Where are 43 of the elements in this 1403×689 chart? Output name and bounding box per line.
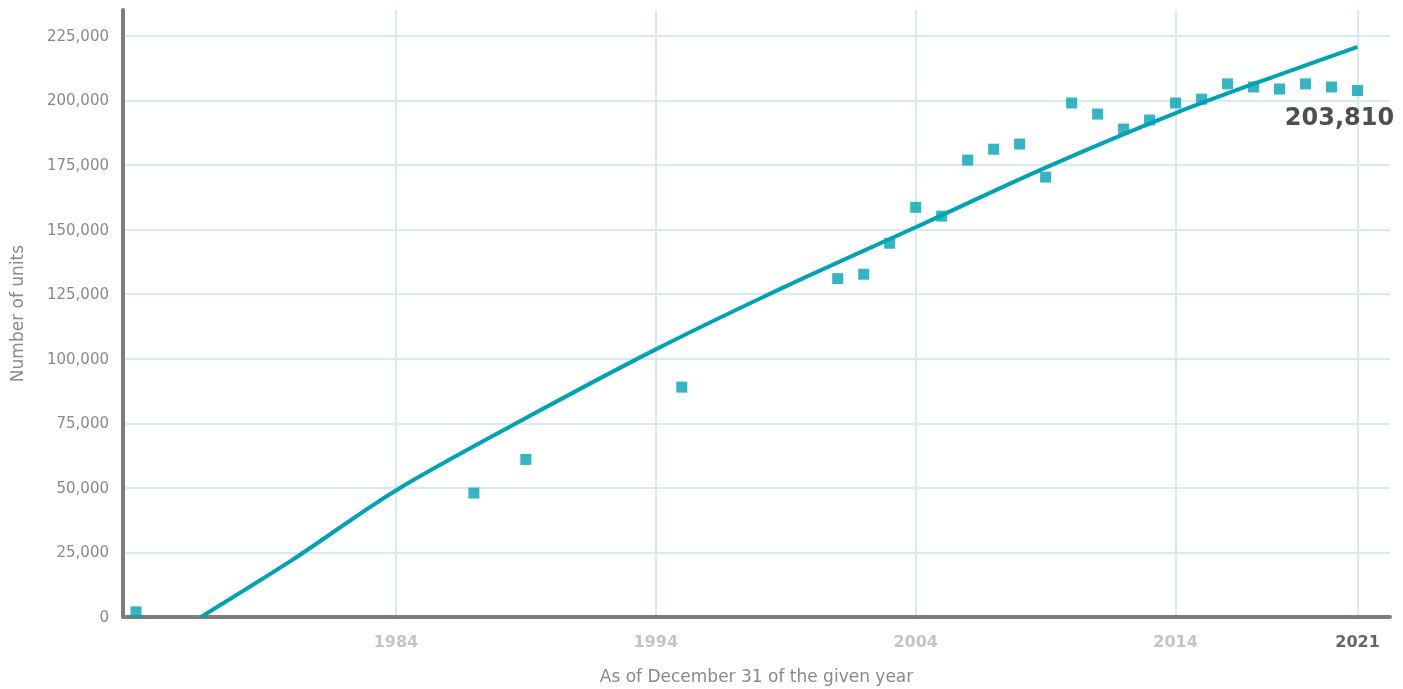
point (130, 606, 142, 618)
point (832, 273, 844, 285)
point (1040, 171, 1052, 183)
y-tick-label: 100,000 (46, 349, 109, 368)
y-tick-label: 200,000 (46, 91, 109, 110)
point (520, 453, 532, 465)
y-tick-label: 225,000 (46, 26, 109, 45)
y-tick-label: 75,000 (56, 414, 109, 433)
y-tick-label: 125,000 (46, 285, 109, 304)
point (858, 268, 870, 280)
y-tick-label: 0 (99, 608, 109, 626)
x-tick-label: 2014 (1153, 631, 1198, 651)
y-tick-label: 25,000 (56, 543, 109, 562)
point (988, 143, 1000, 155)
point (1118, 123, 1130, 135)
point (468, 487, 480, 499)
point (1092, 108, 1104, 120)
point (1274, 83, 1286, 95)
x-tick-label: 2004 (893, 631, 938, 651)
point (1170, 97, 1182, 109)
y-tick-label: 175,000 (46, 155, 109, 174)
point (962, 154, 974, 166)
x-axis-title: As of December 31 of the given year (599, 665, 914, 686)
x-tick-label: 2021 (1335, 631, 1380, 651)
data-label: 203,810 (1284, 103, 1395, 132)
point (1066, 97, 1078, 109)
point (1300, 78, 1312, 90)
y-tick-label: 150,000 (46, 220, 109, 239)
point (1326, 81, 1338, 93)
x-tick-label: 1994 (633, 631, 679, 651)
point (1144, 114, 1156, 126)
point (1196, 93, 1208, 105)
point (1014, 138, 1026, 150)
point (884, 237, 896, 249)
x-tick-label: 1984 (373, 631, 419, 651)
point (1352, 85, 1364, 97)
y-tick-label: 50,000 (56, 478, 109, 497)
point (1248, 81, 1260, 93)
point (676, 381, 688, 393)
y-axis-title: Number of units (6, 244, 27, 383)
point (936, 210, 948, 222)
point (1222, 78, 1234, 90)
point (910, 201, 922, 213)
